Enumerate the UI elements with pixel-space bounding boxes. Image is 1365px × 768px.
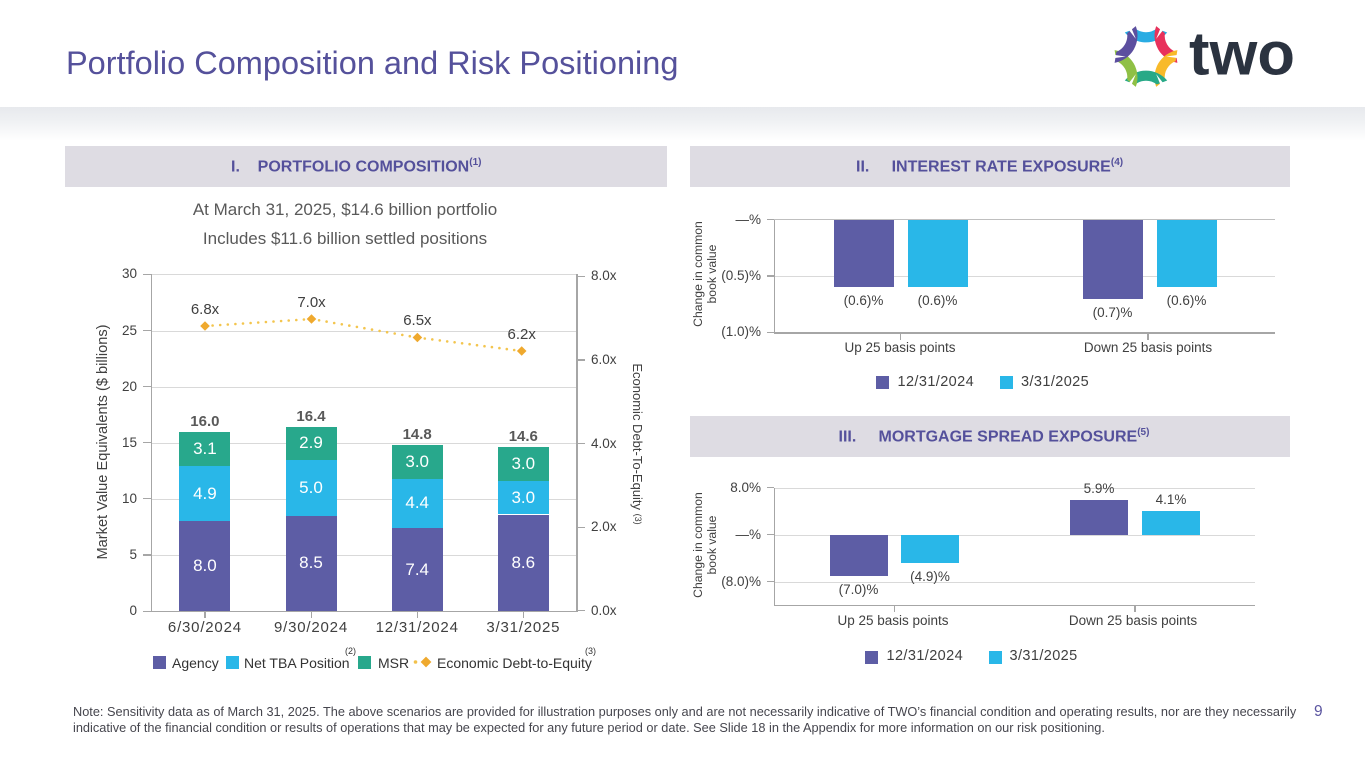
svg-text:two: two [1189, 20, 1295, 89]
